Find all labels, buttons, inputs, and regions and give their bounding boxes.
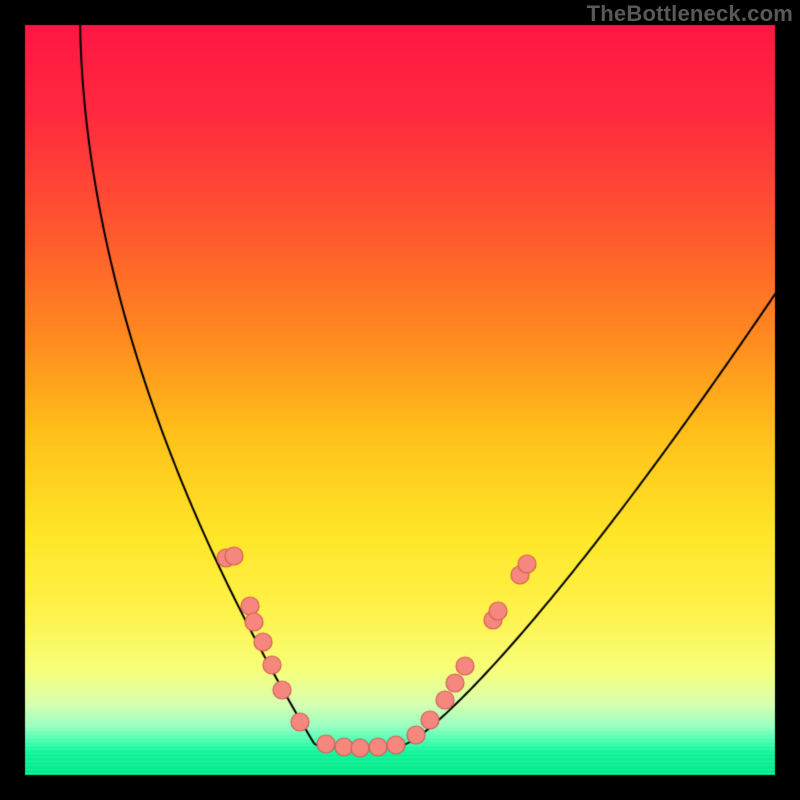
chart-canvas: [0, 0, 800, 800]
chart-stage: TheBottleneck.com: [0, 0, 800, 800]
